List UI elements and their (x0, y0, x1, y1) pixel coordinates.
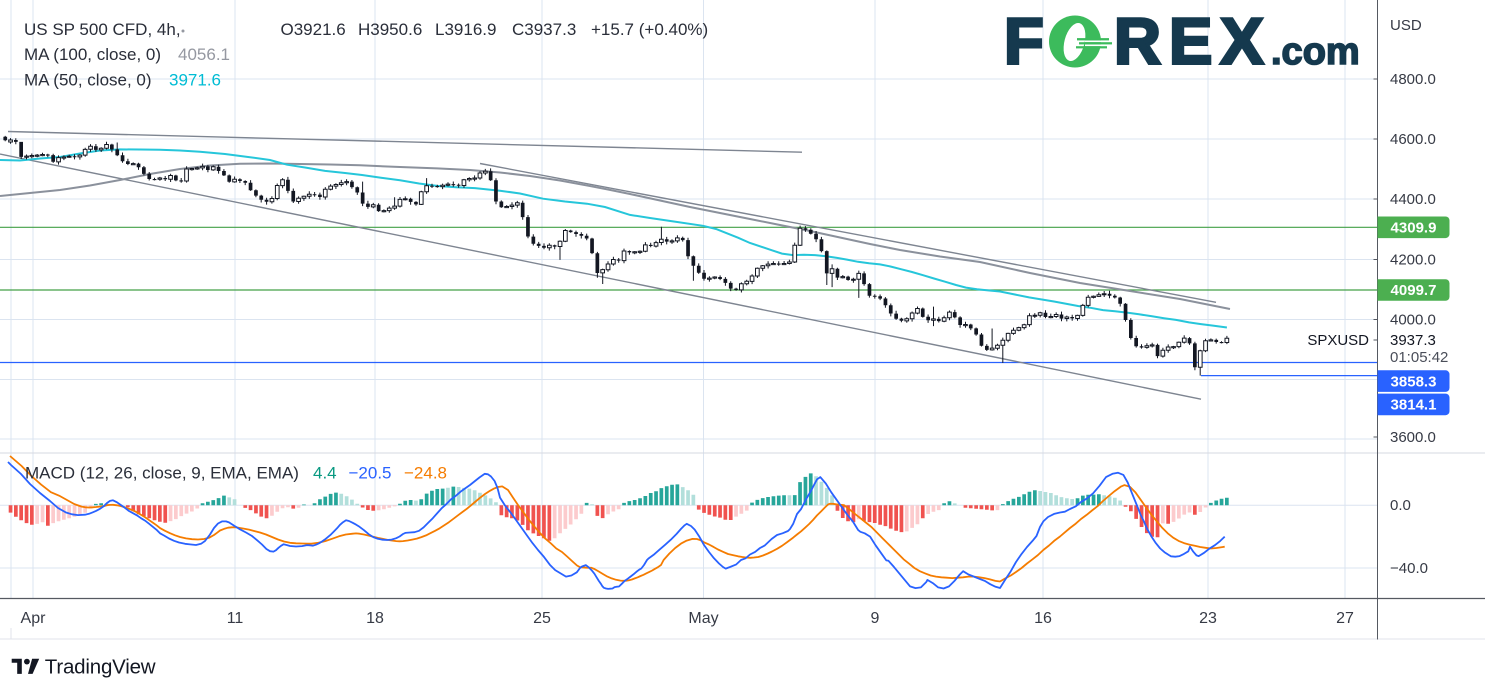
svg-text:4309.9: 4309.9 (1391, 220, 1437, 237)
svg-text:0.0: 0.0 (1390, 497, 1411, 514)
svg-text:O3921.6: O3921.6 (281, 20, 346, 39)
svg-text:−20.5: −20.5 (349, 464, 392, 483)
svg-text:TradingView: TradingView (45, 656, 156, 679)
svg-text:H3950.6: H3950.6 (358, 20, 422, 39)
svg-text:+15.7 (+0.40%): +15.7 (+0.40%) (591, 20, 708, 39)
svg-text:.com: .com (1271, 31, 1360, 73)
svg-text:16: 16 (1034, 610, 1052, 627)
svg-text:Apr: Apr (21, 610, 47, 627)
svg-text:L3916.9: L3916.9 (435, 20, 496, 39)
svg-text:4000.0: 4000.0 (1390, 312, 1436, 329)
svg-text:MA (50, close, 0): MA (50, close, 0) (24, 71, 152, 90)
svg-text:REX: REX (1114, 5, 1272, 78)
svg-text:4400.0: 4400.0 (1390, 191, 1436, 208)
svg-text:−24.8: −24.8 (404, 464, 447, 483)
svg-text:May: May (688, 610, 718, 627)
svg-text:SPXUSD: SPXUSD (1307, 332, 1369, 349)
svg-text:MACD (12, 26, close, 9, EMA, E: MACD (12, 26, close, 9, EMA, EMA) (25, 464, 299, 483)
svg-text:4200.0: 4200.0 (1390, 252, 1436, 269)
svg-text:4.4: 4.4 (313, 464, 337, 483)
svg-text:3971.6: 3971.6 (169, 71, 221, 90)
svg-text:01:05:42: 01:05:42 (1390, 349, 1448, 366)
svg-text:9: 9 (871, 610, 880, 627)
svg-text:18: 18 (366, 610, 384, 627)
svg-text:US SP 500 CFD, 4h,: US SP 500 CFD, 4h, (24, 20, 181, 39)
svg-text:4800.0: 4800.0 (1390, 71, 1436, 88)
svg-text:MA (100, close, 0): MA (100, close, 0) (24, 45, 161, 64)
svg-text:3600.0: 3600.0 (1390, 429, 1436, 446)
svg-text:C3937.3: C3937.3 (512, 20, 576, 39)
svg-text:3814.1: 3814.1 (1391, 397, 1437, 414)
svg-text:−40.0: −40.0 (1390, 560, 1428, 577)
svg-text:25: 25 (533, 610, 551, 627)
svg-text:USD: USD (1390, 17, 1422, 34)
svg-text:27: 27 (1336, 610, 1354, 627)
svg-text:3937.3: 3937.3 (1390, 332, 1436, 349)
svg-text:11: 11 (227, 610, 244, 627)
svg-text:4099.7: 4099.7 (1391, 282, 1437, 299)
svg-text:4056.1: 4056.1 (178, 45, 230, 64)
svg-text:23: 23 (1199, 610, 1217, 627)
svg-text:F: F (1004, 5, 1044, 78)
svg-text:3858.3: 3858.3 (1391, 373, 1437, 390)
svg-text:4600.0: 4600.0 (1390, 131, 1436, 148)
